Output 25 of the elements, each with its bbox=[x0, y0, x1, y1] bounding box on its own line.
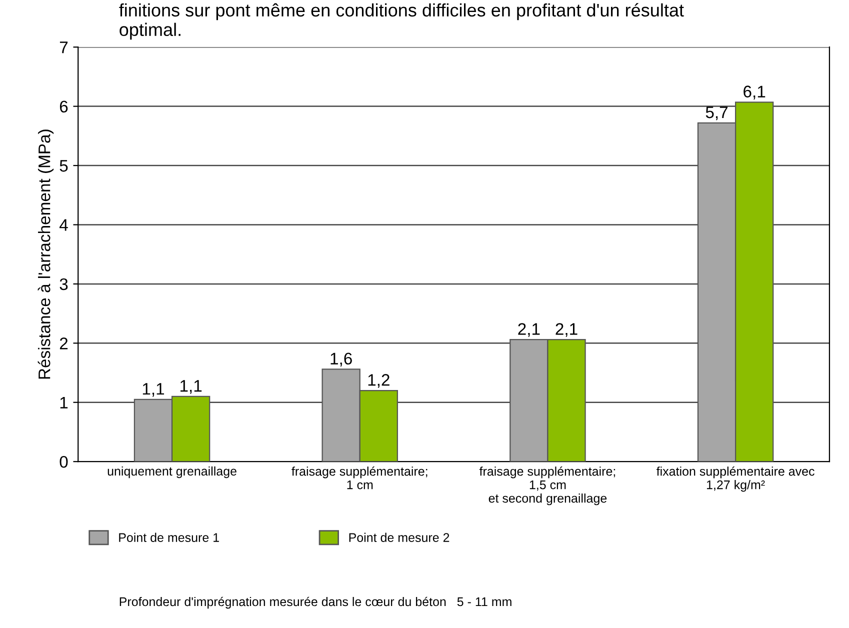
x-tick-label: fraisage supplémentaire; 1 cm bbox=[292, 466, 428, 490]
legend-label: Point de mesure 1 bbox=[119, 532, 219, 542]
data-label: 2,1 bbox=[518, 323, 540, 337]
y-tick-label: 7 bbox=[60, 42, 68, 54]
data-label: 1,6 bbox=[330, 352, 352, 366]
data-label: 6,1 bbox=[744, 86, 766, 100]
x-tick-label: fixation supplémentaire avec 1,27 kg/m² bbox=[656, 466, 814, 492]
data-label: 5,7 bbox=[706, 106, 728, 120]
data-label: 2,1 bbox=[556, 323, 578, 337]
legend-label: Point de mesure 2 bbox=[349, 532, 450, 542]
data-label: 1,1 bbox=[142, 383, 164, 397]
y-tick-label: 4 bbox=[60, 219, 68, 231]
y-tick-label: 5 bbox=[60, 160, 68, 172]
text: Profondeur d'imprégnation mesurée dans le cœur du béton 5 - 11 mm bbox=[120, 596, 512, 609]
x-tick-label: uniquement grenaillage bbox=[108, 466, 236, 478]
data-label: 1,2 bbox=[368, 374, 390, 388]
x-tick-label: fraisage supplémentaire; 1,5 cm et second grenaillage bbox=[479, 466, 616, 506]
data-label: 1,1 bbox=[180, 380, 202, 394]
y-tick-label: 1 bbox=[60, 396, 68, 408]
y-axis-title: Résistance à l'arrachement (MPa) bbox=[38, 130, 54, 379]
y-tick-label: 6 bbox=[60, 100, 68, 113]
y-tick-label: 2 bbox=[60, 338, 68, 350]
chart-title: finitions sur pont même en conditions difficiles en profitant d'un résultat optimal. bbox=[119, 3, 684, 40]
y-tick-label: 3 bbox=[60, 278, 68, 290]
y-tick-label: 0 bbox=[60, 456, 68, 468]
